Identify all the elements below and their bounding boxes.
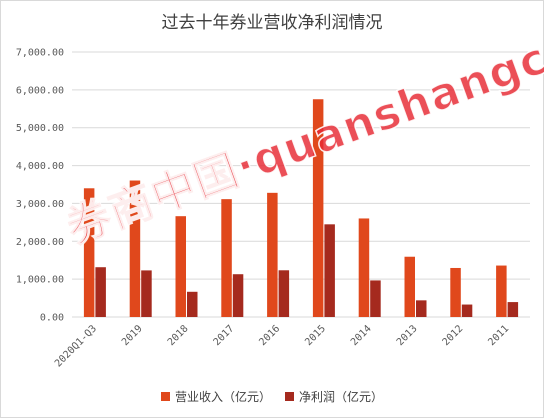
y-tick-label: 4,000.00	[16, 161, 64, 172]
bar-net-profit	[324, 224, 335, 317]
bar-revenue	[267, 192, 278, 317]
bar-net-profit	[95, 267, 106, 317]
x-tick-label: 2016	[257, 323, 282, 348]
bar-revenue	[496, 265, 507, 317]
bar-net-profit	[187, 291, 198, 317]
y-tick-label: 3,000.00	[16, 199, 64, 210]
legend-label-revenue: 营业收入（亿元）	[174, 390, 271, 404]
bar-revenue	[450, 267, 461, 317]
chart-title: 过去十年券业营收净利润情况	[161, 13, 383, 33]
bar-net-profit	[232, 274, 244, 317]
x-tick-label: 2019	[120, 323, 145, 348]
bar-revenue	[175, 216, 186, 317]
x-tick-label: 2014	[349, 323, 374, 348]
bar-revenue	[404, 256, 415, 317]
y-tick-label: 0.00	[40, 313, 64, 324]
x-tick-label: 2011	[486, 323, 511, 348]
x-tick-label: 2020Q1-Q3	[53, 323, 99, 369]
x-tick-label: 2015	[303, 323, 328, 348]
legend-item-revenue: 营业收入（亿元）	[160, 388, 271, 405]
bar-net-profit	[370, 280, 381, 317]
bar-revenue	[83, 188, 95, 317]
y-tick-label: 2,000.00	[16, 237, 64, 248]
y-tick-label: 6,000.00	[16, 85, 64, 96]
legend-swatch-revenue	[160, 392, 170, 401]
bar-revenue	[312, 99, 324, 317]
x-tick-label: 2017	[212, 323, 237, 348]
legend-item-net-profit: 净利润（亿元）	[285, 388, 383, 405]
bar-net-profit	[507, 302, 519, 317]
y-tick-label: 5,000.00	[16, 123, 64, 134]
chart-legend: 营业收入（亿元） 净利润（亿元）	[0, 388, 544, 405]
y-tick-label: 7,000.00	[16, 48, 64, 59]
bar-revenue	[129, 180, 141, 317]
x-tick-label: 2013	[395, 323, 420, 348]
bar-net-profit	[278, 270, 290, 317]
bar-net-profit	[461, 304, 473, 317]
legend-swatch-net-profit	[285, 392, 294, 401]
y-tick-label: 1,000.00	[16, 275, 64, 286]
x-tick-label: 2012	[441, 323, 466, 348]
x-tick-label: 2018	[166, 323, 191, 348]
bar-net-profit	[416, 300, 427, 317]
bar-revenue	[358, 218, 370, 317]
legend-label-net-profit: 净利润（亿元）	[299, 390, 384, 404]
bar-revenue	[221, 199, 232, 317]
bar-net-profit	[141, 270, 152, 317]
